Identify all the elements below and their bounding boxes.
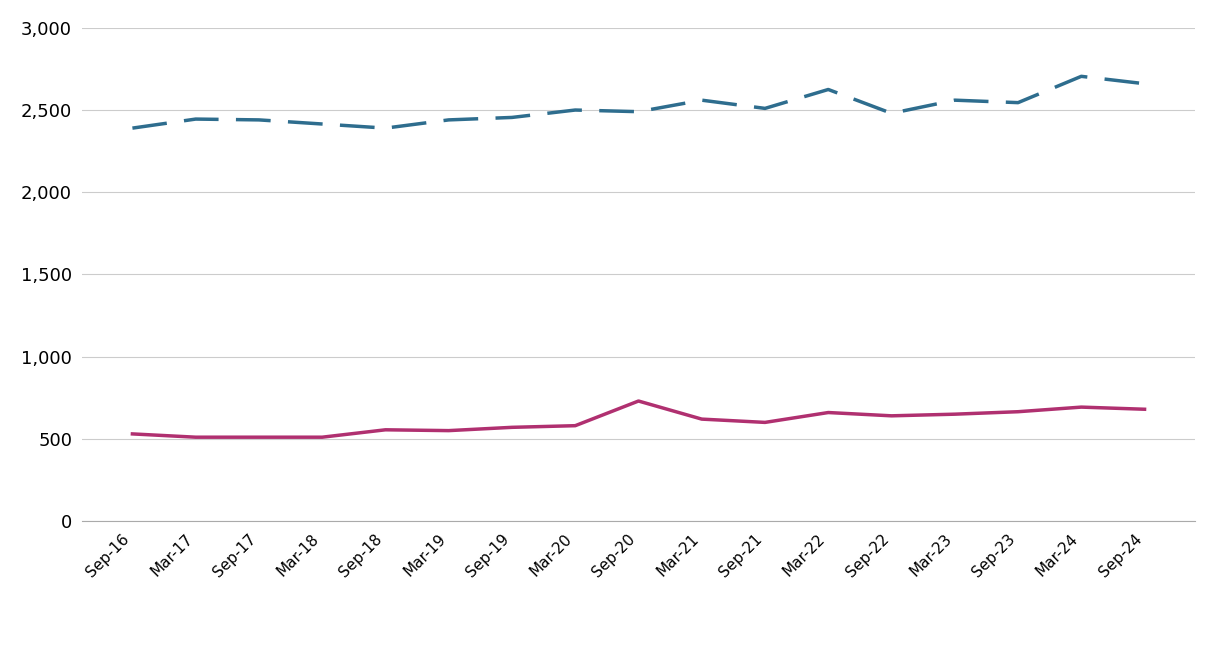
Support — [568, 422, 582, 430]
Support — [505, 424, 519, 432]
Qualified — [252, 116, 266, 124]
Qualified — [378, 124, 393, 132]
Support — [188, 433, 203, 441]
Support — [252, 433, 266, 441]
Qualified — [631, 108, 646, 116]
Support — [315, 433, 330, 441]
Qualified — [1074, 72, 1088, 80]
Line: Qualified: Qualified — [133, 76, 1144, 128]
Line: Support: Support — [133, 401, 1144, 437]
Qualified — [505, 114, 519, 122]
Support — [441, 427, 456, 435]
Support — [1137, 405, 1152, 413]
Legend: Qualified, Support: Qualified, Support — [473, 667, 804, 668]
Support — [694, 415, 709, 423]
Support — [631, 397, 646, 405]
Qualified — [694, 96, 709, 104]
Support — [758, 418, 772, 426]
Qualified — [315, 120, 330, 128]
Support — [1010, 407, 1025, 415]
Support — [947, 410, 962, 418]
Qualified — [441, 116, 456, 124]
Support — [884, 411, 899, 420]
Support — [378, 426, 393, 434]
Qualified — [1010, 99, 1025, 107]
Support — [125, 430, 140, 438]
Qualified — [188, 115, 203, 123]
Qualified — [821, 86, 835, 94]
Qualified — [1137, 79, 1152, 88]
Support — [821, 409, 835, 417]
Qualified — [758, 104, 772, 112]
Qualified — [884, 110, 899, 118]
Support — [1074, 403, 1088, 411]
Qualified — [125, 124, 140, 132]
Qualified — [568, 106, 582, 114]
Qualified — [947, 96, 962, 104]
